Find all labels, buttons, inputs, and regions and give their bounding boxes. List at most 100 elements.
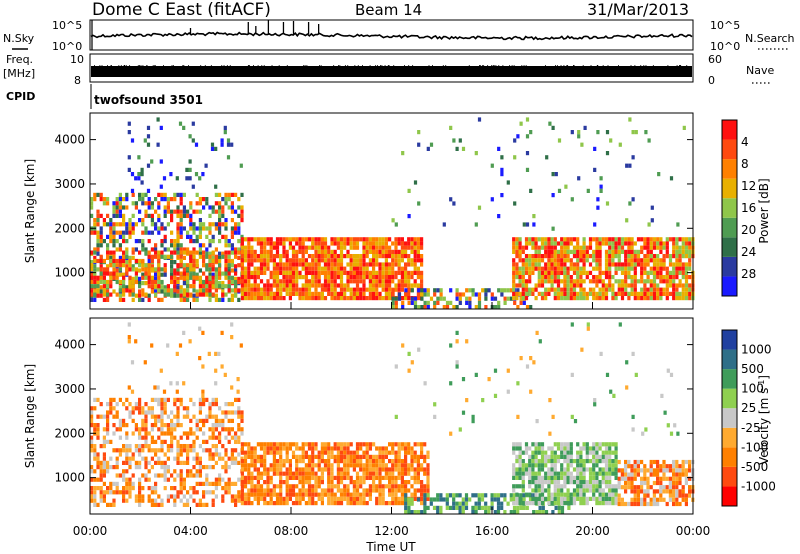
echo-cell: [592, 249, 596, 254]
echo-cell: [109, 255, 113, 260]
echo-cell: [314, 488, 318, 493]
echo-cell: [170, 486, 174, 491]
echo-cell: [218, 205, 222, 210]
echo-cell: [614, 471, 618, 476]
echo-cell: [109, 222, 113, 227]
echo-cell: [179, 263, 183, 268]
echo-cell: [179, 402, 183, 407]
echo-cell: [397, 488, 401, 493]
echo-cell: [528, 241, 532, 246]
echo-cell: [189, 431, 193, 436]
echo-cell: [272, 501, 276, 506]
echo-cell: [509, 493, 513, 498]
echo-cell: [416, 510, 421, 515]
echo-cell: [375, 488, 379, 493]
echo-cell: [576, 254, 580, 259]
echo-cell: [259, 262, 264, 267]
echo-cell: [678, 237, 682, 242]
echo-cell: [672, 493, 676, 498]
echo-cell: [420, 496, 424, 501]
echo-cell: [179, 423, 183, 428]
echo-cell: [468, 296, 472, 301]
echo-cell: [250, 245, 254, 250]
echo-cell: [659, 270, 663, 275]
echo-cell: [96, 423, 100, 428]
echo-cell: [352, 279, 356, 284]
echo-cell: [96, 213, 100, 218]
echo-cell: [122, 469, 126, 474]
echo-cell: [112, 406, 116, 411]
echo-cell: [182, 281, 186, 286]
echo-cell: [243, 237, 248, 242]
echo-cell: [609, 138, 613, 143]
echo-cell: [192, 271, 196, 276]
echo-cell: [339, 296, 344, 301]
echo-cell: [154, 397, 158, 402]
echo-cell: [198, 288, 202, 293]
echo-cell: [681, 296, 685, 301]
echo-cell: [282, 245, 286, 250]
echo-cell: [131, 201, 135, 206]
echo-cell: [681, 468, 685, 473]
colorbar-swatch: [722, 159, 737, 179]
echo-cell: [627, 283, 631, 288]
echo-cell: [230, 481, 234, 486]
colorbar-swatch: [722, 256, 737, 277]
echo-cell: [160, 418, 164, 423]
echo-cell: [468, 288, 472, 293]
echo-cell: [544, 475, 548, 480]
echo-cell: [128, 460, 132, 465]
echo-cell: [138, 218, 142, 223]
echo-cell: [659, 497, 663, 502]
echo-cell: [656, 283, 660, 288]
echo-cell: [423, 493, 427, 498]
echo-cell: [368, 467, 372, 472]
echo-cell: [138, 250, 142, 255]
echo-cell: [221, 205, 225, 210]
echo-cell: [566, 291, 570, 296]
echo-cell: [595, 275, 599, 280]
echo-cell: [125, 197, 129, 202]
echo-cell: [122, 284, 126, 289]
echo-cell: [528, 254, 532, 259]
echo-cell: [540, 484, 545, 489]
echo-cell: [236, 377, 240, 382]
echo-cell: [659, 266, 663, 271]
echo-cell: [512, 237, 516, 242]
echo-cell: [372, 459, 376, 464]
echo-cell: [608, 279, 612, 284]
echo-cell: [186, 272, 190, 277]
echo-cell: [553, 459, 557, 464]
echo-cell: [230, 335, 234, 340]
echo-cell: [256, 266, 260, 271]
echo-cell: [176, 276, 180, 281]
echo-cell: [556, 258, 561, 263]
echo-cell: [397, 475, 401, 480]
echo-cell: [394, 475, 398, 480]
echo-cell: [189, 486, 193, 491]
echo-cell: [381, 446, 385, 451]
echo-cell: [416, 237, 420, 242]
echo-cell: [452, 501, 456, 506]
echo-cell: [643, 254, 647, 259]
echo-cell: [304, 480, 308, 485]
echo-cell: [410, 241, 414, 246]
echo-cell: [500, 505, 504, 510]
echo-cell: [681, 493, 685, 498]
echo-cell: [323, 262, 328, 267]
echo-cell: [102, 473, 106, 478]
echo-cell: [553, 254, 557, 259]
echo-cell: [362, 237, 366, 242]
echo-cell: [636, 254, 641, 259]
echo-cell: [214, 402, 218, 407]
echo-cell: [668, 279, 673, 284]
echo-cell: [208, 452, 212, 457]
echo-cell: [598, 501, 602, 506]
echo-cell: [176, 456, 180, 461]
echo-cell: [336, 241, 340, 246]
echo-cell: [436, 288, 440, 293]
echo-cell: [198, 444, 202, 449]
echo-cell: [259, 492, 264, 497]
echo-cell: [227, 288, 231, 293]
echo-cell: [147, 197, 151, 202]
